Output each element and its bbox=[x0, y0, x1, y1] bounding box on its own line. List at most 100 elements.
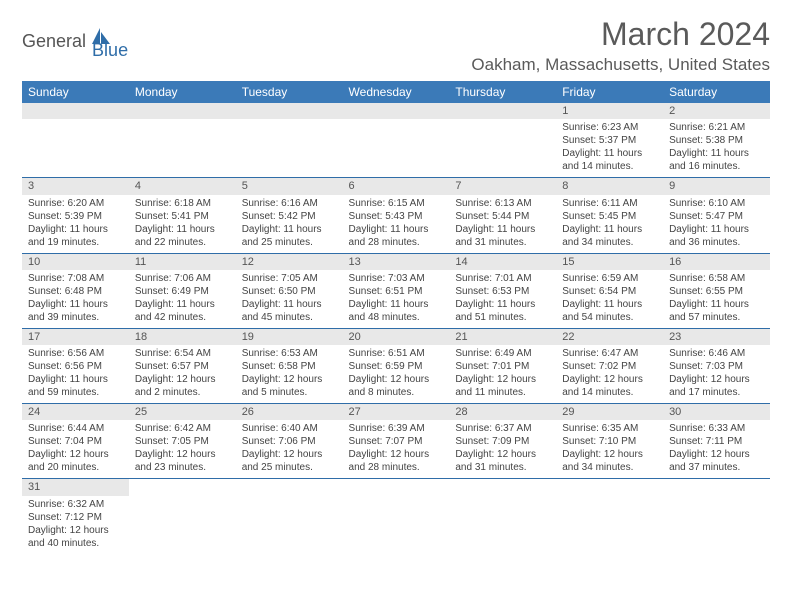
sunset-text: Sunset: 6:55 PM bbox=[669, 285, 764, 298]
daylight-text: Daylight: 12 hours and 37 minutes. bbox=[669, 448, 764, 474]
day-details: Sunrise: 6:13 AMSunset: 5:44 PMDaylight:… bbox=[449, 195, 556, 253]
day-details: Sunrise: 7:01 AMSunset: 6:53 PMDaylight:… bbox=[449, 270, 556, 328]
sunset-text: Sunset: 6:56 PM bbox=[28, 360, 123, 373]
day-details: Sunrise: 6:11 AMSunset: 5:45 PMDaylight:… bbox=[556, 195, 663, 253]
day-details: Sunrise: 7:05 AMSunset: 6:50 PMDaylight:… bbox=[236, 270, 343, 328]
sunrise-text: Sunrise: 6:49 AM bbox=[455, 347, 550, 360]
day-details: Sunrise: 6:42 AMSunset: 7:05 PMDaylight:… bbox=[129, 420, 236, 478]
daylight-text: Daylight: 12 hours and 5 minutes. bbox=[242, 373, 337, 399]
day-details: Sunrise: 6:58 AMSunset: 6:55 PMDaylight:… bbox=[663, 270, 770, 328]
day-details: Sunrise: 6:51 AMSunset: 6:59 PMDaylight:… bbox=[343, 345, 450, 403]
daylight-text: Daylight: 12 hours and 40 minutes. bbox=[28, 524, 123, 550]
calendar-day-cell bbox=[129, 103, 236, 178]
sunset-text: Sunset: 5:43 PM bbox=[349, 210, 444, 223]
calendar-day-cell: 2Sunrise: 6:21 AMSunset: 5:38 PMDaylight… bbox=[663, 103, 770, 178]
sunrise-text: Sunrise: 6:23 AM bbox=[562, 121, 657, 134]
calendar-day-cell: 28Sunrise: 6:37 AMSunset: 7:09 PMDayligh… bbox=[449, 404, 556, 479]
daylight-text: Daylight: 12 hours and 8 minutes. bbox=[349, 373, 444, 399]
day-details: Sunrise: 6:37 AMSunset: 7:09 PMDaylight:… bbox=[449, 420, 556, 478]
calendar-day-cell: 14Sunrise: 7:01 AMSunset: 6:53 PMDayligh… bbox=[449, 253, 556, 328]
sunrise-text: Sunrise: 6:53 AM bbox=[242, 347, 337, 360]
day-details: Sunrise: 6:40 AMSunset: 7:06 PMDaylight:… bbox=[236, 420, 343, 478]
calendar-day-cell: 30Sunrise: 6:33 AMSunset: 7:11 PMDayligh… bbox=[663, 404, 770, 479]
daylight-text: Daylight: 12 hours and 14 minutes. bbox=[562, 373, 657, 399]
calendar-day-cell: 4Sunrise: 6:18 AMSunset: 5:41 PMDaylight… bbox=[129, 178, 236, 253]
calendar-week-row: 1Sunrise: 6:23 AMSunset: 5:37 PMDaylight… bbox=[22, 103, 770, 178]
sunrise-text: Sunrise: 6:42 AM bbox=[135, 422, 230, 435]
empty-day-header bbox=[22, 103, 129, 119]
daylight-text: Daylight: 11 hours and 45 minutes. bbox=[242, 298, 337, 324]
calendar-week-row: 3Sunrise: 6:20 AMSunset: 5:39 PMDaylight… bbox=[22, 178, 770, 253]
calendar-day-cell bbox=[343, 479, 450, 554]
location-text: Oakham, Massachusetts, United States bbox=[471, 55, 770, 75]
calendar-day-cell: 17Sunrise: 6:56 AMSunset: 6:56 PMDayligh… bbox=[22, 328, 129, 403]
sunrise-text: Sunrise: 6:46 AM bbox=[669, 347, 764, 360]
calendar-day-cell: 20Sunrise: 6:51 AMSunset: 6:59 PMDayligh… bbox=[343, 328, 450, 403]
calendar-day-cell: 29Sunrise: 6:35 AMSunset: 7:10 PMDayligh… bbox=[556, 404, 663, 479]
sunset-text: Sunset: 5:44 PM bbox=[455, 210, 550, 223]
calendar-day-cell bbox=[236, 103, 343, 178]
sunrise-text: Sunrise: 6:21 AM bbox=[669, 121, 764, 134]
sunrise-text: Sunrise: 6:58 AM bbox=[669, 272, 764, 285]
daylight-text: Daylight: 11 hours and 36 minutes. bbox=[669, 223, 764, 249]
calendar-week-row: 17Sunrise: 6:56 AMSunset: 6:56 PMDayligh… bbox=[22, 328, 770, 403]
daylight-text: Daylight: 12 hours and 31 minutes. bbox=[455, 448, 550, 474]
daylight-text: Daylight: 11 hours and 42 minutes. bbox=[135, 298, 230, 324]
sunrise-text: Sunrise: 6:40 AM bbox=[242, 422, 337, 435]
calendar-day-cell: 16Sunrise: 6:58 AMSunset: 6:55 PMDayligh… bbox=[663, 253, 770, 328]
calendar-day-cell: 6Sunrise: 6:15 AMSunset: 5:43 PMDaylight… bbox=[343, 178, 450, 253]
day-number: 15 bbox=[556, 254, 663, 270]
day-details: Sunrise: 6:56 AMSunset: 6:56 PMDaylight:… bbox=[22, 345, 129, 403]
weekday-header-row: SundayMondayTuesdayWednesdayThursdayFrid… bbox=[22, 81, 770, 103]
weekday-header: Tuesday bbox=[236, 81, 343, 103]
day-details: Sunrise: 6:32 AMSunset: 7:12 PMDaylight:… bbox=[22, 496, 129, 554]
sunrise-text: Sunrise: 6:16 AM bbox=[242, 197, 337, 210]
day-number: 5 bbox=[236, 178, 343, 194]
daylight-text: Daylight: 12 hours and 25 minutes. bbox=[242, 448, 337, 474]
sunset-text: Sunset: 7:12 PM bbox=[28, 511, 123, 524]
sunset-text: Sunset: 6:50 PM bbox=[242, 285, 337, 298]
sunset-text: Sunset: 7:09 PM bbox=[455, 435, 550, 448]
daylight-text: Daylight: 11 hours and 59 minutes. bbox=[28, 373, 123, 399]
calendar-day-cell bbox=[556, 479, 663, 554]
calendar-day-cell: 1Sunrise: 6:23 AMSunset: 5:37 PMDaylight… bbox=[556, 103, 663, 178]
sunset-text: Sunset: 5:38 PM bbox=[669, 134, 764, 147]
calendar-day-cell: 24Sunrise: 6:44 AMSunset: 7:04 PMDayligh… bbox=[22, 404, 129, 479]
calendar-day-cell: 12Sunrise: 7:05 AMSunset: 6:50 PMDayligh… bbox=[236, 253, 343, 328]
calendar-week-row: 31Sunrise: 6:32 AMSunset: 7:12 PMDayligh… bbox=[22, 479, 770, 554]
day-details: Sunrise: 6:39 AMSunset: 7:07 PMDaylight:… bbox=[343, 420, 450, 478]
day-number: 3 bbox=[22, 178, 129, 194]
sunrise-text: Sunrise: 6:59 AM bbox=[562, 272, 657, 285]
day-details: Sunrise: 6:10 AMSunset: 5:47 PMDaylight:… bbox=[663, 195, 770, 253]
day-number: 4 bbox=[129, 178, 236, 194]
day-number: 13 bbox=[343, 254, 450, 270]
day-number: 8 bbox=[556, 178, 663, 194]
sunrise-text: Sunrise: 6:10 AM bbox=[669, 197, 764, 210]
sunrise-text: Sunrise: 6:35 AM bbox=[562, 422, 657, 435]
day-number: 11 bbox=[129, 254, 236, 270]
calendar-day-cell: 7Sunrise: 6:13 AMSunset: 5:44 PMDaylight… bbox=[449, 178, 556, 253]
sunset-text: Sunset: 7:04 PM bbox=[28, 435, 123, 448]
empty-day-header bbox=[236, 103, 343, 119]
day-details: Sunrise: 6:15 AMSunset: 5:43 PMDaylight:… bbox=[343, 195, 450, 253]
sunrise-text: Sunrise: 7:08 AM bbox=[28, 272, 123, 285]
day-number: 10 bbox=[22, 254, 129, 270]
day-number: 31 bbox=[22, 479, 129, 495]
day-number: 17 bbox=[22, 329, 129, 345]
calendar-day-cell: 22Sunrise: 6:47 AMSunset: 7:02 PMDayligh… bbox=[556, 328, 663, 403]
day-number: 30 bbox=[663, 404, 770, 420]
sunrise-text: Sunrise: 6:47 AM bbox=[562, 347, 657, 360]
calendar-day-cell: 23Sunrise: 6:46 AMSunset: 7:03 PMDayligh… bbox=[663, 328, 770, 403]
day-number: 6 bbox=[343, 178, 450, 194]
calendar-day-cell: 25Sunrise: 6:42 AMSunset: 7:05 PMDayligh… bbox=[129, 404, 236, 479]
weekday-header: Wednesday bbox=[343, 81, 450, 103]
sunset-text: Sunset: 6:57 PM bbox=[135, 360, 230, 373]
day-number: 29 bbox=[556, 404, 663, 420]
daylight-text: Daylight: 11 hours and 16 minutes. bbox=[669, 147, 764, 173]
page-header: General Blue March 2024 Oakham, Massachu… bbox=[22, 16, 770, 75]
sunset-text: Sunset: 7:03 PM bbox=[669, 360, 764, 373]
day-number: 18 bbox=[129, 329, 236, 345]
day-details: Sunrise: 7:03 AMSunset: 6:51 PMDaylight:… bbox=[343, 270, 450, 328]
daylight-text: Daylight: 11 hours and 51 minutes. bbox=[455, 298, 550, 324]
sunset-text: Sunset: 5:41 PM bbox=[135, 210, 230, 223]
